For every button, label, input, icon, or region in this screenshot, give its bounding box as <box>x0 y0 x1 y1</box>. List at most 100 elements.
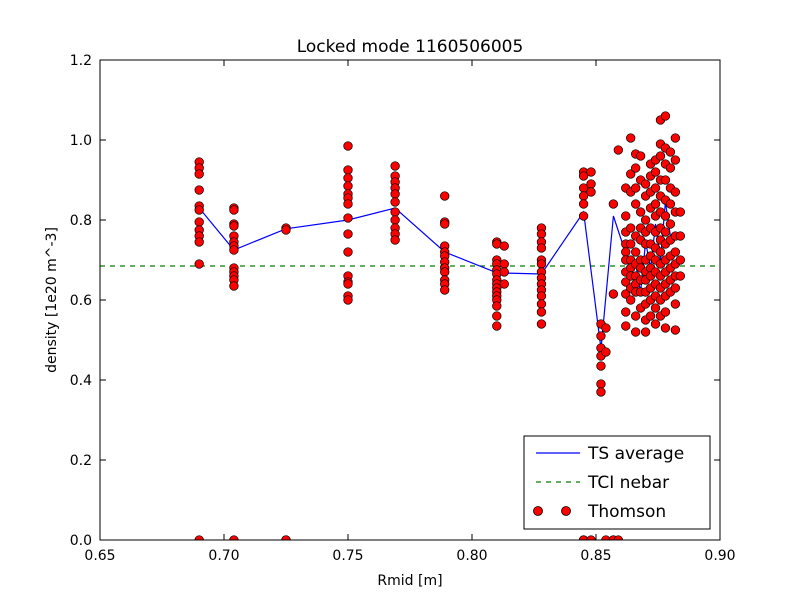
thomson-point <box>655 247 666 257</box>
thomson-point <box>492 301 502 311</box>
y-tick-label: 0.0 <box>70 533 92 549</box>
thomson-point <box>626 133 636 143</box>
plot-area <box>100 111 720 540</box>
thomson-point <box>194 205 204 215</box>
thomson-point <box>665 163 676 173</box>
thomson-point <box>660 211 671 221</box>
thomson-point <box>440 285 450 295</box>
ts-average-layer <box>198 201 671 349</box>
thomson-point <box>675 255 685 265</box>
thomson-point <box>343 181 353 191</box>
thomson-point <box>608 289 619 299</box>
thomson-point <box>631 247 641 257</box>
thomson-point <box>586 179 596 189</box>
thomson-point <box>390 197 400 207</box>
thomson-point <box>660 323 671 333</box>
thomson-point <box>586 167 596 177</box>
thomson-point <box>621 247 631 257</box>
x-tick-label: 0.90 <box>704 548 735 564</box>
thomson-point <box>665 219 676 229</box>
legend-thomson-marker-right <box>561 506 571 516</box>
thomson-point <box>670 299 681 309</box>
thomson-point <box>670 155 681 165</box>
thomson-point <box>635 151 646 161</box>
thomson-points-layer <box>194 111 685 540</box>
thomson-point <box>650 319 661 329</box>
thomson-point <box>621 289 631 299</box>
legend-box <box>523 435 711 530</box>
thomson-point <box>675 231 685 241</box>
thomson-point <box>626 169 636 179</box>
legend-thomson-marker-left <box>533 506 543 516</box>
chart-title: Locked mode 1160506005 <box>297 37 524 57</box>
thomson-point <box>660 227 671 237</box>
axes: 0.65 0.70 0.75 0.80 0.85 0.90 0.0 0.2 0.4 0.6 0.8 1… <box>70 53 736 564</box>
thomson-point <box>601 535 611 540</box>
thomson-point <box>440 219 450 229</box>
thomson-point <box>440 191 450 201</box>
thomson-point <box>194 169 204 179</box>
thomson-point <box>343 199 353 209</box>
thomson-point <box>343 165 353 175</box>
thomson-point <box>281 535 291 540</box>
thomson-point <box>499 267 509 277</box>
thomson-point <box>229 205 239 215</box>
thomson-point <box>343 173 353 183</box>
thomson-point <box>343 247 353 257</box>
y-tick-label: 0.4 <box>70 373 92 389</box>
thomson-point <box>631 311 641 321</box>
thomson-point <box>536 229 547 239</box>
thomson-point <box>621 211 631 221</box>
thomson-point <box>601 323 611 333</box>
thomson-point <box>499 279 509 289</box>
thomson-point <box>635 207 646 217</box>
x-tick-label: 0.75 <box>332 548 363 564</box>
thomson-point <box>601 347 611 357</box>
thomson-point <box>670 187 681 197</box>
thomson-point <box>499 241 509 251</box>
thomson-point <box>390 189 400 199</box>
thomson-point <box>626 239 636 249</box>
thomson-point <box>631 183 641 193</box>
thomson-point <box>229 535 239 540</box>
thomson-point <box>650 183 661 193</box>
thomson-point <box>586 187 596 197</box>
legend-ts-average-label: TS average <box>587 444 684 464</box>
thomson-point <box>675 207 685 217</box>
thomson-point <box>492 321 502 331</box>
thomson-point <box>343 295 353 305</box>
thomson-point <box>536 299 547 309</box>
thomson-point <box>640 215 651 225</box>
x-tick-label: 0.65 <box>84 548 115 564</box>
y-tick-label: 1.2 <box>70 53 92 69</box>
thomson-point <box>621 321 631 331</box>
thomson-point <box>492 311 502 321</box>
thomson-point <box>608 199 619 209</box>
thomson-point <box>229 245 239 255</box>
thomson-point <box>670 283 681 293</box>
y-tick-label: 0.6 <box>70 293 92 309</box>
thomson-point <box>194 535 204 540</box>
x-axis-label: Rmid [m] <box>377 573 442 589</box>
thomson-point <box>640 179 651 189</box>
thomson-point <box>650 199 661 209</box>
y-tick-label: 1.0 <box>70 133 92 149</box>
thomson-point <box>578 171 589 181</box>
thomson-point <box>660 111 671 121</box>
thomson-point <box>650 167 661 177</box>
thomson-point <box>229 221 239 231</box>
thomson-point <box>631 199 641 209</box>
thomson-point <box>390 235 400 245</box>
thomson-point <box>390 207 400 217</box>
thomson-point <box>281 225 291 235</box>
thomson-point <box>586 535 596 540</box>
thomson-point <box>613 535 623 540</box>
thomson-point <box>665 199 676 209</box>
thomson-point <box>499 259 509 269</box>
thomson-point <box>660 307 671 317</box>
thomson-point <box>613 145 623 155</box>
thomson-point <box>343 141 353 151</box>
thomson-point <box>631 163 641 173</box>
thomson-point <box>536 319 547 329</box>
